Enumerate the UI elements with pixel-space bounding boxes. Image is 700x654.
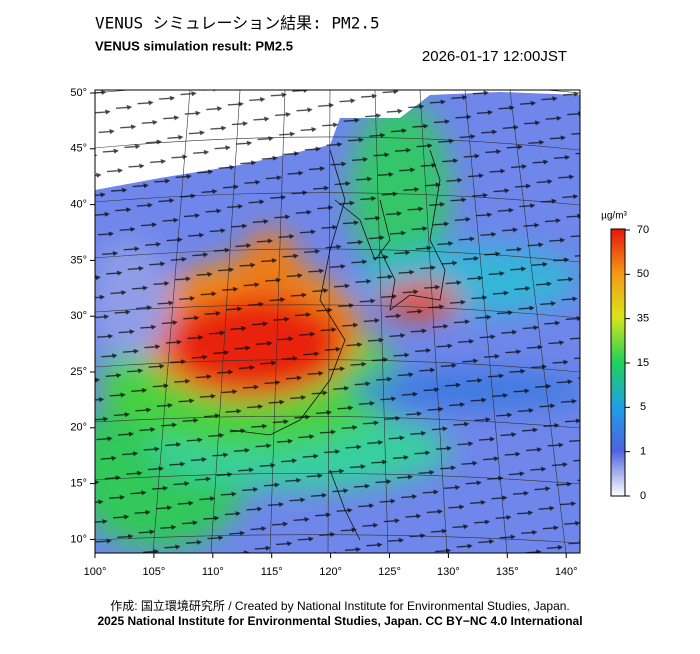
map (95, 90, 580, 553)
license: 2025 National Institute for Environmenta… (97, 614, 582, 628)
title-ja: VENUS シミュレーション結果: PM2.5 (95, 14, 380, 33)
colorbar (610, 228, 626, 497)
map-frame (94, 89, 581, 554)
lon-label: 105° (143, 566, 166, 578)
lon-label: 115° (261, 566, 283, 578)
lon-label: 110° (202, 566, 224, 578)
colorbar-label: 5 (640, 401, 646, 413)
lat-label: 45° (70, 143, 87, 155)
lon-label: 120° (319, 566, 342, 578)
lat-label: 50° (70, 87, 87, 99)
colorbar-label: 50 (637, 268, 649, 280)
colorbar-label: 15 (637, 357, 649, 369)
lon-label: 130° (437, 566, 460, 578)
colorbar-unit: µg/m³ (601, 211, 627, 222)
lat-label: 30° (70, 310, 87, 322)
lon-label: 135° (496, 566, 519, 578)
colorbar-label: 0 (640, 490, 646, 502)
title-en: VENUS simulation result: PM2.5 (95, 38, 293, 53)
colorbar-label: 70 (637, 224, 649, 236)
credit: 作成: 国立環境研究所 / Created by National Instit… (110, 598, 570, 613)
lon-axis: 100° 105° 110° 115° 120° 125° 130° 135° 140° (84, 553, 578, 578)
lon-label: 140° (555, 566, 578, 578)
lat-label: 10° (70, 533, 87, 545)
lat-label: 20° (70, 422, 87, 434)
colorbar-label: 1 (640, 446, 646, 458)
colorbar-label: 35 (637, 313, 649, 325)
lat-label: 35° (70, 254, 87, 266)
colorbar-labels: 70 50 35 15 5 1 0 (625, 224, 649, 502)
lat-label: 15° (70, 478, 87, 490)
lat-label: 25° (70, 366, 87, 378)
lon-label: 100° (84, 566, 107, 578)
lat-label: 40° (70, 199, 87, 211)
timestamp: 2026-01-17 12:00JST (422, 48, 567, 65)
lon-label: 125° (378, 566, 401, 578)
lat-axis: 50° 45° 40° 35° 30° 25° 20° 15° 10° (70, 87, 95, 545)
wind-vectors (95, 90, 580, 553)
